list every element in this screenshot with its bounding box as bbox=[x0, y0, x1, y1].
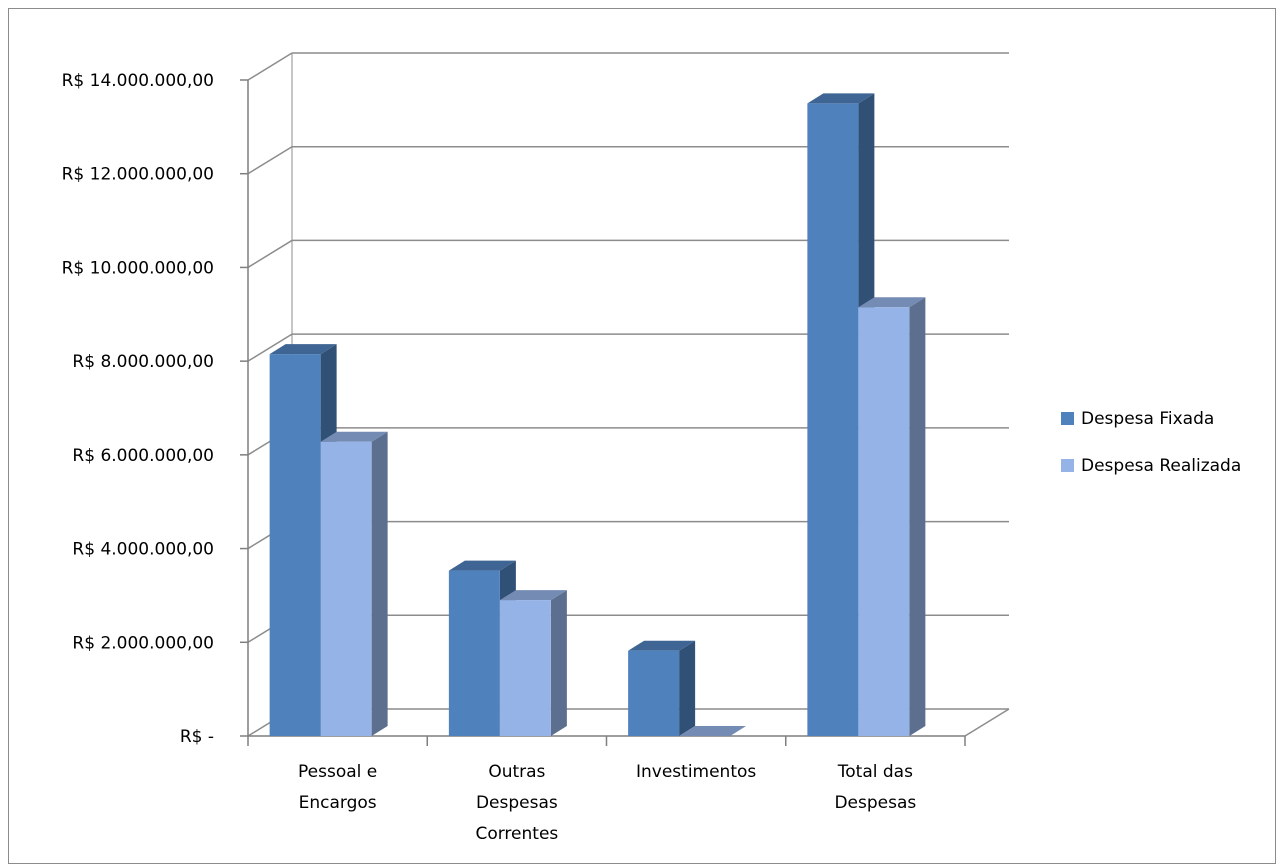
gridline-diagonal bbox=[247, 146, 293, 175]
x-tick-label: Outras bbox=[488, 762, 545, 782]
y-tick-label: R$ 12.000.000,00 bbox=[62, 165, 214, 185]
bar bbox=[448, 570, 500, 736]
bar-top bbox=[858, 297, 926, 308]
x-tick-label: Despesas bbox=[476, 793, 558, 813]
legend-swatch bbox=[1061, 459, 1074, 472]
x-tick-label: Pessoal e bbox=[298, 762, 377, 782]
x-tick-label: Encargos bbox=[299, 793, 377, 813]
legend-label: Despesa Realizada bbox=[1081, 456, 1241, 476]
bar bbox=[628, 650, 680, 736]
bar-side bbox=[909, 297, 926, 736]
bar bbox=[807, 103, 859, 736]
bar-top bbox=[269, 344, 337, 355]
gridline-diagonal bbox=[247, 239, 293, 269]
bar-top bbox=[499, 590, 567, 601]
bar-top bbox=[628, 640, 696, 651]
legend-label: Despesa Fixada bbox=[1081, 409, 1214, 429]
legend-swatch bbox=[1061, 412, 1074, 425]
bar-top bbox=[679, 726, 747, 736]
bar-top bbox=[807, 93, 875, 104]
x-tick-label: Despesas bbox=[834, 793, 916, 813]
gridline-diagonal bbox=[247, 333, 293, 362]
bar bbox=[858, 307, 910, 736]
y-tick-label: R$ 10.000.000,00 bbox=[62, 258, 214, 278]
bar-side bbox=[679, 640, 696, 736]
x-tick-label: Investimentos bbox=[636, 762, 756, 782]
y-tick-label: R$ 14.000.000,00 bbox=[62, 71, 214, 91]
bar-top bbox=[448, 560, 516, 571]
floor-right-edge bbox=[964, 708, 1010, 737]
bar-top bbox=[320, 431, 388, 442]
y-tick-label: R$ - bbox=[180, 727, 214, 747]
x-tick-label: Correntes bbox=[475, 824, 558, 844]
bar bbox=[499, 600, 551, 736]
y-tick-label: R$ 4.000.000,00 bbox=[72, 540, 214, 560]
y-tick-label: R$ 8.000.000,00 bbox=[72, 352, 214, 372]
y-tick-label: R$ 2.000.000,00 bbox=[72, 633, 214, 653]
bar bbox=[320, 441, 372, 736]
bar-side bbox=[371, 431, 388, 736]
bar-side bbox=[550, 590, 567, 736]
y-tick-label: R$ 6.000.000,00 bbox=[72, 446, 214, 466]
gridline-diagonal bbox=[247, 52, 293, 81]
bar bbox=[269, 354, 321, 736]
x-tick-label: Total das bbox=[837, 762, 913, 782]
